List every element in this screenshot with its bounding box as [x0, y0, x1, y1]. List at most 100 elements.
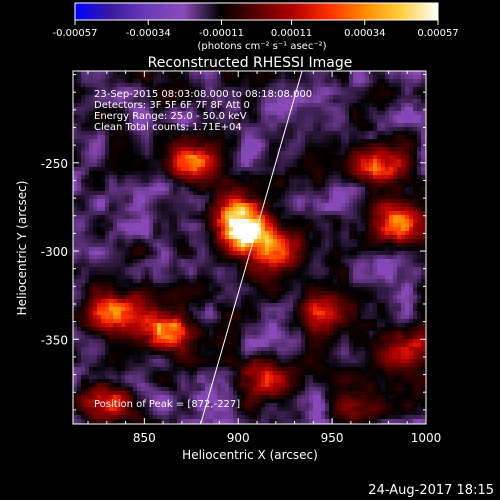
- heatmap-pixel: [389, 155, 394, 160]
- heatmap-pixel: [189, 71, 194, 76]
- heatmap-pixel: [129, 95, 134, 100]
- heatmap-pixel: [269, 199, 274, 204]
- heatmap-pixel: [289, 99, 294, 104]
- heatmap-pixel: [265, 219, 270, 224]
- heatmap-pixel: [269, 71, 274, 76]
- heatmap-pixel: [313, 99, 318, 104]
- heatmap-pixel: [381, 151, 386, 156]
- heatmap-pixel: [377, 227, 382, 232]
- heatmap-pixel: [265, 103, 270, 108]
- heatmap-pixel: [157, 267, 162, 272]
- heatmap-pixel: [105, 211, 110, 216]
- heatmap-pixel: [253, 155, 258, 160]
- heatmap-pixel: [241, 79, 246, 84]
- heatmap-pixel: [181, 211, 186, 216]
- heatmap-pixel: [261, 235, 266, 240]
- heatmap-pixel: [161, 267, 166, 272]
- heatmap-pixel: [133, 183, 138, 188]
- heatmap-pixel: [333, 179, 338, 184]
- heatmap-pixel: [369, 171, 374, 176]
- heatmap-pixel: [389, 239, 394, 244]
- heatmap-pixel: [381, 183, 386, 188]
- heatmap-pixel: [145, 291, 150, 296]
- heatmap-pixel: [369, 151, 374, 156]
- heatmap-pixel: [193, 111, 198, 116]
- heatmap-pixel: [93, 171, 98, 176]
- heatmap-pixel: [149, 179, 154, 184]
- heatmap-pixel: [213, 155, 218, 160]
- heatmap-pixel: [161, 215, 166, 220]
- heatmap-pixel: [253, 211, 258, 216]
- heatmap-pixel: [153, 135, 158, 140]
- heatmap-pixel: [273, 175, 278, 180]
- heatmap-pixel: [81, 139, 86, 144]
- heatmap-pixel: [221, 131, 226, 136]
- heatmap-pixel: [417, 267, 422, 272]
- heatmap-pixel: [417, 151, 422, 156]
- heatmap-pixel: [325, 195, 330, 200]
- heatmap-pixel: [325, 235, 330, 240]
- heatmap-pixel: [361, 87, 366, 92]
- heatmap-pixel: [145, 95, 150, 100]
- heatmap-pixel: [277, 231, 282, 236]
- heatmap-pixel: [417, 187, 422, 192]
- heatmap-pixel: [277, 175, 282, 180]
- heatmap-pixel: [97, 147, 102, 152]
- heatmap-pixel: [393, 187, 398, 192]
- heatmap-pixel: [401, 255, 406, 260]
- heatmap-pixel: [77, 215, 82, 220]
- heatmap-pixel: [373, 211, 378, 216]
- heatmap-pixel: [365, 83, 370, 88]
- heatmap-pixel: [249, 191, 254, 196]
- heatmap-pixel: [305, 119, 310, 124]
- heatmap-pixel: [313, 183, 318, 188]
- heatmap-pixel: [285, 211, 290, 216]
- heatmap-pixel: [349, 135, 354, 140]
- heatmap-pixel: [137, 155, 142, 160]
- heatmap-pixel: [317, 99, 322, 104]
- heatmap-pixel: [293, 115, 298, 120]
- heatmap-pixel: [189, 215, 194, 220]
- heatmap-pixel: [125, 91, 130, 96]
- heatmap-pixel: [197, 255, 202, 260]
- heatmap-pixel: [189, 115, 194, 120]
- heatmap-pixel: [113, 183, 118, 188]
- heatmap-pixel: [353, 123, 358, 128]
- heatmap-pixel: [349, 207, 354, 212]
- heatmap-pixel: [353, 107, 358, 112]
- heatmap-pixel: [385, 247, 390, 252]
- heatmap-pixel: [257, 159, 262, 164]
- heatmap-pixel: [361, 143, 366, 148]
- heatmap-pixel: [269, 279, 274, 284]
- heatmap-pixel: [277, 235, 282, 240]
- heatmap-pixel: [189, 163, 194, 168]
- heatmap-pixel: [249, 91, 254, 96]
- heatmap-pixel: [93, 99, 98, 104]
- heatmap-pixel: [369, 163, 374, 168]
- heatmap-pixel: [361, 267, 366, 272]
- heatmap-pixel: [277, 239, 282, 244]
- heatmap-pixel: [237, 223, 242, 228]
- heatmap-pixel: [237, 139, 242, 144]
- heatmap-pixel: [357, 107, 362, 112]
- heatmap-pixel: [137, 115, 142, 120]
- heatmap-pixel: [417, 275, 422, 280]
- heatmap-pixel: [237, 187, 242, 192]
- heatmap-pixel: [229, 267, 234, 272]
- heatmap-pixel: [133, 255, 138, 260]
- heatmap-pixel: [341, 139, 346, 144]
- heatmap-pixel: [137, 167, 142, 172]
- heatmap-pixel: [317, 95, 322, 100]
- heatmap-pixel: [413, 263, 418, 268]
- heatmap-pixel: [229, 215, 234, 220]
- heatmap-pixel: [401, 127, 406, 132]
- heatmap-pixel: [233, 75, 238, 80]
- heatmap-pixel: [369, 131, 374, 136]
- heatmap-pixel: [129, 151, 134, 156]
- heatmap-pixel: [101, 71, 106, 76]
- heatmap-pixel: [145, 199, 150, 204]
- heatmap-pixel: [289, 139, 294, 144]
- heatmap-pixel: [89, 283, 94, 288]
- heatmap-pixel: [145, 179, 150, 184]
- heatmap-pixel: [281, 207, 286, 212]
